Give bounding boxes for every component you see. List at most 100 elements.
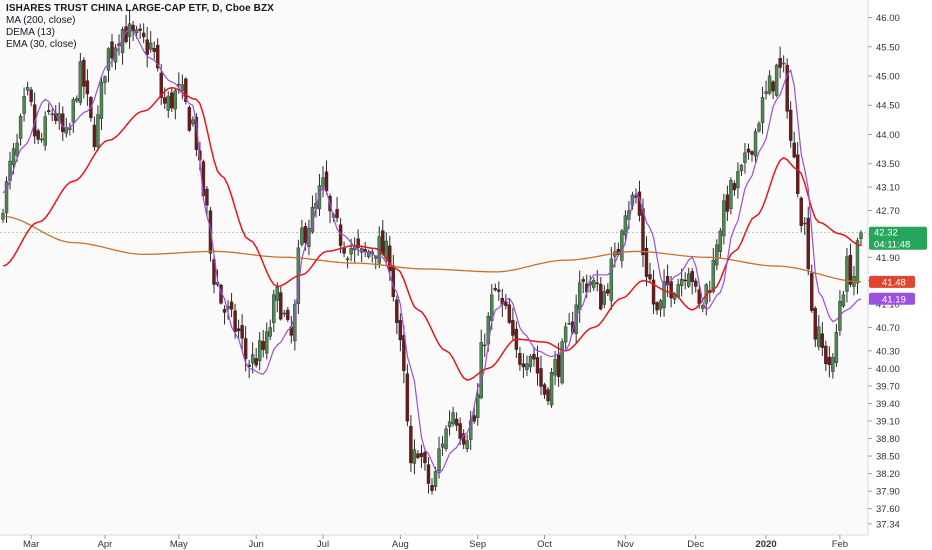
price-axis-tick-label: 45.50 [876, 42, 900, 53]
candle-up [71, 99, 76, 123]
candle-down [229, 301, 234, 310]
candle-up [39, 138, 44, 141]
candle-up [412, 449, 417, 464]
candle-up [25, 87, 30, 91]
candle-down [595, 282, 599, 285]
price-axis-tick-label: 43.50 [876, 159, 900, 170]
price-axis-tick-label: 43.10 [876, 183, 900, 194]
candle-up [15, 142, 19, 156]
time-axis-tick-label: Mar [23, 539, 39, 550]
candle-down [430, 485, 434, 491]
candle-down [141, 32, 146, 38]
price-axis-ticks: 46.00 45.50 45.00 44.50 44.00 43.50 43.10 42.70… [868, 13, 900, 530]
candle-up [4, 181, 9, 214]
candle-down [732, 183, 737, 191]
candle-up [447, 421, 452, 428]
dema13-price-tag: 41.19 [869, 292, 915, 305]
candle-up [528, 355, 533, 368]
time-axis-tick-label: Jun [249, 539, 264, 550]
candle-down [152, 48, 156, 52]
time-axis-tick-label: 2020 [755, 539, 776, 550]
legend-ema30[interactable]: EMA (30, close) [6, 39, 77, 50]
candle-down [810, 272, 814, 311]
candle-up [757, 123, 761, 132]
candle-up [99, 82, 104, 119]
candle-down [92, 124, 97, 148]
candle-down [61, 113, 65, 133]
candle-down [416, 453, 420, 458]
price-axis-tick-label: 37.34 [876, 519, 900, 530]
candle-up [620, 230, 624, 261]
candle-up [774, 64, 779, 96]
candle-up [173, 90, 178, 110]
legend-dema13[interactable]: DEMA (13) [6, 27, 55, 38]
candle-down [458, 423, 462, 439]
candle-down [669, 281, 673, 299]
candle-down [419, 452, 424, 457]
candle-up [106, 48, 111, 71]
candle-down [556, 354, 561, 377]
chart-legend: ISHARES TRUST CHINA LARGE-CAP ETF, D, Cb… [6, 3, 274, 51]
price-axis-tick-label: 38.50 [876, 452, 900, 463]
time-axis-tick-label: Nov [617, 539, 634, 550]
candle-down [599, 283, 603, 310]
candle-up [257, 340, 262, 362]
candle-up [64, 127, 68, 134]
candle-down [363, 249, 367, 252]
candle-down [279, 292, 283, 320]
candle-up [803, 222, 807, 225]
candle-down [145, 39, 149, 55]
candle-up [739, 164, 744, 172]
time-axis-ticks: Mar Apr May Jun Jul Aug Sep Oct Nov Dec 2020 Feb [23, 535, 848, 550]
candle-up [718, 230, 723, 252]
candle-up [148, 42, 153, 50]
candle-up [841, 294, 846, 307]
price-axis-tick-label: 44.50 [876, 101, 900, 112]
candle-down [85, 80, 90, 95]
price-axis-tick-label: 42.70 [876, 206, 900, 217]
time-axis-tick-label: Jul [317, 539, 329, 550]
candle-up [729, 179, 733, 209]
candle-down [648, 274, 652, 280]
candle-up [384, 240, 388, 259]
price-axis-tick-label: 38.80 [876, 434, 900, 445]
countdown-timer: 04:11:48 [874, 240, 910, 251]
candle-up [563, 326, 568, 343]
candle-down [785, 64, 789, 112]
candle-down [806, 217, 810, 270]
candle-up [859, 232, 863, 240]
candle-up [602, 291, 607, 305]
candle-down [472, 415, 476, 422]
candle-down [454, 418, 459, 426]
candle-up [658, 300, 663, 310]
candle-down [395, 299, 399, 323]
time-axis-background [0, 535, 932, 550]
last-price-tag: 42.32 04:11:48 [869, 226, 927, 251]
candle-up [553, 359, 557, 376]
price-axis-tick-label: 40.30 [876, 346, 900, 357]
candle-down [335, 209, 339, 219]
candle-up [300, 227, 304, 245]
candle-down [788, 109, 793, 141]
candle-up [103, 76, 107, 83]
candle-down [581, 279, 585, 282]
candle-down [778, 57, 782, 68]
legend-ma200[interactable]: MA (200, close) [6, 15, 76, 26]
candle-up [134, 29, 139, 34]
time-axis-tick-label: Dec [687, 539, 704, 550]
candle-down [518, 353, 522, 365]
candle-up [433, 471, 438, 487]
candle-up [265, 331, 269, 354]
time-axis-tick-label: May [170, 539, 188, 550]
price-axis-tick-label: 45.00 [876, 72, 900, 83]
candle-up [609, 258, 614, 301]
candle-down [36, 130, 40, 140]
candle-down [507, 304, 512, 323]
symbol-title[interactable]: ISHARES TRUST CHINA LARGE-CAP ETF, D, Cb… [6, 3, 274, 14]
candle-down [356, 238, 360, 248]
candle-down [606, 289, 610, 294]
candle-down [254, 358, 258, 366]
candle-down [694, 280, 698, 287]
